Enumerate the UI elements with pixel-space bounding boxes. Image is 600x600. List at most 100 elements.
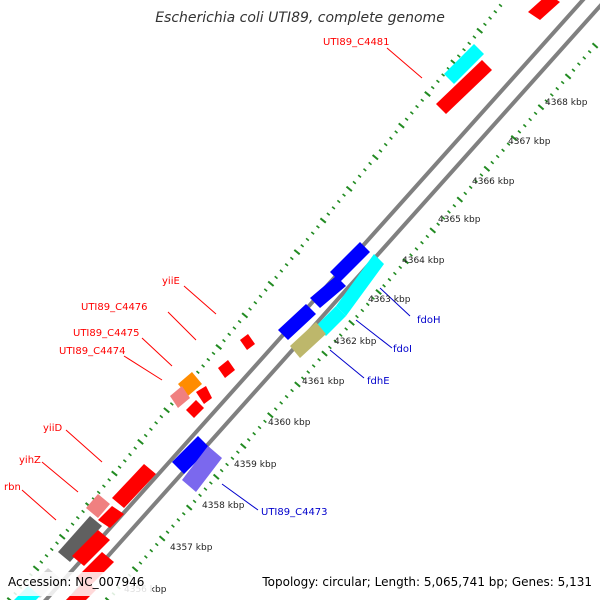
gene-C4481[interactable] bbox=[444, 44, 484, 84]
tick-mark-outer bbox=[154, 421, 159, 425]
gene-red-low-a[interactable] bbox=[98, 506, 124, 528]
tick-mark-outer bbox=[6, 597, 12, 600]
tick-mark-inner bbox=[365, 302, 370, 307]
gene-label-fdhE[interactable]: fdhE bbox=[367, 376, 390, 387]
tick-mark-outer bbox=[483, 22, 487, 27]
kbp-label: 4363 kbp bbox=[368, 295, 411, 305]
gene-label-C4476[interactable]: UTI89_C4476 bbox=[81, 302, 148, 313]
tick-mark-inner bbox=[104, 596, 110, 600]
tick-mark-outer bbox=[70, 522, 75, 526]
tick-mark-outer bbox=[342, 193, 346, 197]
accession-text: Accession: NC_007946 bbox=[8, 575, 144, 589]
tick-mark-inner bbox=[311, 364, 316, 368]
tick-mark-inner bbox=[479, 173, 484, 177]
tick-mark-inner bbox=[441, 216, 446, 220]
gene-label-C4481[interactable]: UTI89_C4481 bbox=[323, 37, 390, 48]
genome-backbone bbox=[43, 0, 600, 600]
gene-red-low-b[interactable] bbox=[72, 530, 110, 566]
gene-rbn[interactable] bbox=[58, 516, 102, 562]
tick-mark-outer bbox=[430, 85, 435, 90]
gene-label-C4474[interactable]: UTI89_C4474 bbox=[59, 346, 126, 357]
tick-mark-outer bbox=[101, 484, 106, 488]
gene-fdoH[interactable] bbox=[336, 254, 384, 316]
gene-C4476[interactable] bbox=[218, 360, 235, 378]
gene-label-C4473[interactable]: UTI89_C4473 bbox=[261, 507, 328, 518]
gene-C4475[interactable] bbox=[196, 386, 212, 404]
gene-yihZ[interactable] bbox=[86, 494, 110, 518]
gene-red-small-b[interactable] bbox=[186, 400, 204, 418]
tick-mark-outer bbox=[476, 27, 484, 34]
gene-blue-C4473-upper[interactable] bbox=[172, 436, 210, 474]
tick-mark-outer bbox=[472, 35, 477, 39]
tick-mark-inner bbox=[549, 93, 554, 97]
tick-mark-inner bbox=[429, 227, 437, 234]
gene-label-yiiE[interactable]: yiiE bbox=[162, 276, 180, 287]
tick-mark-inner bbox=[171, 524, 175, 528]
tick-mark-outer bbox=[441, 73, 445, 77]
tick-mark-outer bbox=[274, 275, 279, 280]
gene-blue-lower[interactable] bbox=[278, 304, 316, 340]
gene-fdhE[interactable] bbox=[290, 322, 326, 358]
tick-mark-inner bbox=[230, 456, 235, 461]
tick-mark-outer bbox=[96, 490, 101, 495]
tick-mark-outer bbox=[227, 332, 232, 337]
gene-labels: UTI89_C4481 yiiE UTI89_C4476 UTI89_C4475… bbox=[4, 37, 441, 518]
tick-mark-outer bbox=[263, 288, 268, 292]
gene-fdoI[interactable] bbox=[316, 306, 346, 336]
tick-mark-outer bbox=[253, 300, 258, 305]
tick-mark-inner bbox=[420, 240, 424, 245]
kbp-label: 4365 kbp bbox=[438, 215, 481, 225]
tick-mark-inner bbox=[375, 288, 382, 296]
tick-mark-outer bbox=[39, 560, 44, 564]
tick-mark-outer bbox=[128, 452, 132, 457]
gene-label-rbn[interactable]: rbn bbox=[4, 482, 21, 493]
tick-mark-inner bbox=[344, 327, 349, 331]
tick-tracks bbox=[6, 3, 599, 600]
tick-mark-inner bbox=[447, 210, 451, 214]
tick-mark-inner bbox=[528, 117, 533, 122]
tick-mark-outer bbox=[201, 364, 206, 368]
tick-mark-inner bbox=[425, 234, 430, 239]
tick-mark-outer bbox=[378, 149, 383, 153]
gene-blue-upper[interactable] bbox=[330, 242, 370, 282]
gene-label-C4475[interactable]: UTI89_C4475 bbox=[73, 328, 140, 339]
gene-label-fdoH[interactable]: fdoH bbox=[417, 315, 441, 326]
gene-blue-mid[interactable] bbox=[310, 276, 346, 308]
tick-mark-inner bbox=[355, 314, 359, 319]
gene-yiiE[interactable] bbox=[240, 334, 255, 350]
gene-red-top[interactable] bbox=[528, 0, 560, 20]
label-connectors bbox=[21, 47, 423, 521]
tick-mark-inner bbox=[392, 271, 397, 276]
tick-mark-outer bbox=[336, 199, 341, 204]
tick-mark-inner bbox=[290, 388, 294, 393]
gene-yiiD[interactable] bbox=[112, 464, 156, 508]
tick-mark-inner bbox=[219, 468, 224, 473]
tick-mark-inner bbox=[452, 203, 457, 208]
tick-mark-inner bbox=[587, 49, 592, 54]
tick-mark-inner bbox=[317, 357, 321, 362]
tick-mark-inner bbox=[235, 450, 240, 454]
tick-mark-inner bbox=[149, 548, 154, 553]
kbp-label: 4362 kbp bbox=[334, 337, 377, 347]
tick-mark-outer bbox=[75, 515, 80, 520]
tick-mark-inner bbox=[436, 222, 441, 226]
tick-mark-inner bbox=[192, 499, 197, 504]
gene-C4473[interactable] bbox=[182, 446, 222, 492]
tick-mark-inner bbox=[246, 438, 251, 442]
gene-C4474-b[interactable] bbox=[170, 386, 190, 408]
tick-mark-outer bbox=[258, 294, 263, 299]
gene-label-yihZ[interactable]: yihZ bbox=[19, 455, 41, 466]
tick-mark-outer bbox=[237, 319, 242, 324]
gene-label-yiiD[interactable]: yiiD bbox=[43, 423, 62, 434]
gene-label-fdoI[interactable]: fdoI bbox=[393, 344, 412, 355]
tick-mark-inner bbox=[203, 487, 208, 491]
tick-mark-outer bbox=[331, 206, 336, 210]
tick-mark-inner bbox=[333, 339, 338, 344]
tick-mark-inner bbox=[263, 419, 267, 424]
tick-mark-inner bbox=[510, 134, 518, 142]
tick-mark-outer bbox=[488, 16, 493, 20]
tick-mark-inner bbox=[176, 518, 181, 522]
gene-red-C4481-lower[interactable] bbox=[436, 60, 492, 114]
tick-mark-outer bbox=[163, 407, 170, 414]
